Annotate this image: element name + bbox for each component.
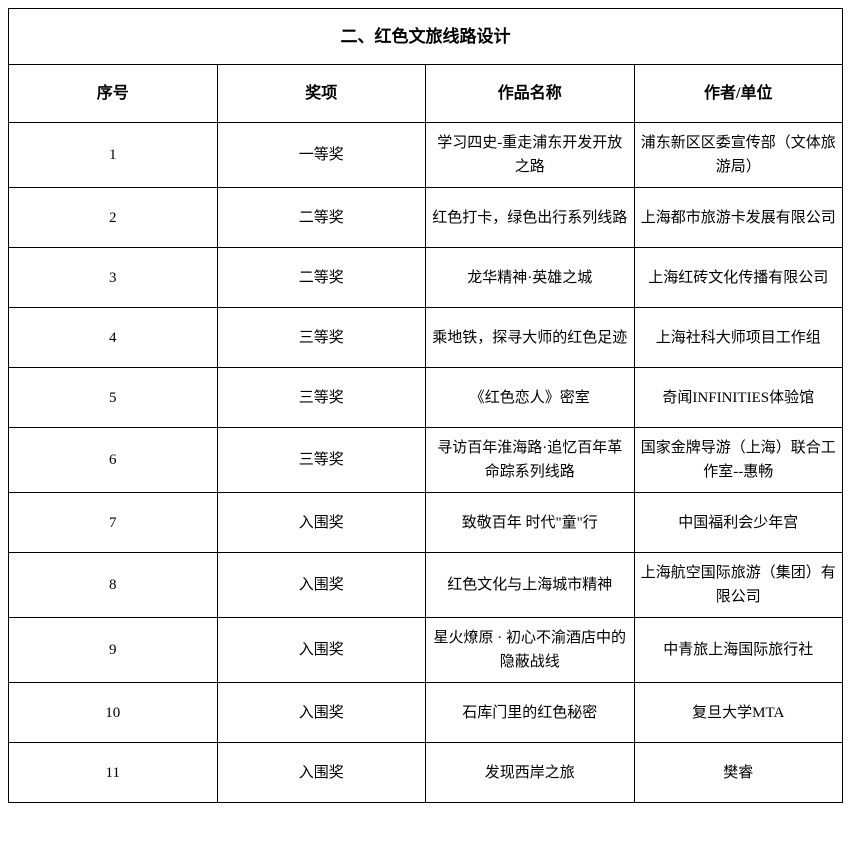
cell-award: 入围奖 <box>217 743 426 803</box>
cell-work: 星火燎原 · 初心不渝酒店中的隐蔽战线 <box>426 618 635 683</box>
cell-seq: 5 <box>9 368 218 428</box>
awards-table: 二、红色文旅线路设计 序号 奖项 作品名称 作者/单位 1 一等奖 学习四史-重… <box>8 8 843 803</box>
table-title: 二、红色文旅线路设计 <box>9 9 843 65</box>
cell-award: 入围奖 <box>217 683 426 743</box>
cell-work: 学习四史-重走浦东开发开放之路 <box>426 123 635 188</box>
cell-work: 致敬百年 时代"童"行 <box>426 493 635 553</box>
cell-award: 三等奖 <box>217 308 426 368</box>
cell-work: 乘地铁，探寻大师的红色足迹 <box>426 308 635 368</box>
cell-award: 三等奖 <box>217 368 426 428</box>
column-header-author: 作者/单位 <box>634 65 843 123</box>
cell-seq: 7 <box>9 493 218 553</box>
table-row: 7 入围奖 致敬百年 时代"童"行 中国福利会少年宫 <box>9 493 843 553</box>
table-row: 3 二等奖 龙华精神·英雄之城 上海红砖文化传播有限公司 <box>9 248 843 308</box>
cell-author: 浦东新区区委宣传部（文体旅游局） <box>634 123 843 188</box>
cell-author: 樊睿 <box>634 743 843 803</box>
cell-seq: 3 <box>9 248 218 308</box>
table-row: 8 入围奖 红色文化与上海城市精神 上海航空国际旅游（集团）有限公司 <box>9 553 843 618</box>
cell-award: 入围奖 <box>217 618 426 683</box>
column-header-work: 作品名称 <box>426 65 635 123</box>
cell-work: 石库门里的红色秘密 <box>426 683 635 743</box>
cell-seq: 2 <box>9 188 218 248</box>
cell-seq: 8 <box>9 553 218 618</box>
table-row: 2 二等奖 红色打卡，绿色出行系列线路 上海都市旅游卡发展有限公司 <box>9 188 843 248</box>
cell-work: 龙华精神·英雄之城 <box>426 248 635 308</box>
column-header-seq: 序号 <box>9 65 218 123</box>
table-row: 11 入围奖 发现西岸之旅 樊睿 <box>9 743 843 803</box>
cell-seq: 11 <box>9 743 218 803</box>
cell-author: 国家金牌导游（上海）联合工作室--惠畅 <box>634 428 843 493</box>
cell-work: 寻访百年淮海路·追忆百年革命踪系列线路 <box>426 428 635 493</box>
table-title-row: 二、红色文旅线路设计 <box>9 9 843 65</box>
cell-work: 红色打卡，绿色出行系列线路 <box>426 188 635 248</box>
cell-author: 上海红砖文化传播有限公司 <box>634 248 843 308</box>
table-header-row: 序号 奖项 作品名称 作者/单位 <box>9 65 843 123</box>
column-header-award: 奖项 <box>217 65 426 123</box>
cell-seq: 6 <box>9 428 218 493</box>
cell-work: 《红色恋人》密室 <box>426 368 635 428</box>
cell-work: 红色文化与上海城市精神 <box>426 553 635 618</box>
table-row: 9 入围奖 星火燎原 · 初心不渝酒店中的隐蔽战线 中青旅上海国际旅行社 <box>9 618 843 683</box>
cell-award: 二等奖 <box>217 248 426 308</box>
cell-author: 上海航空国际旅游（集团）有限公司 <box>634 553 843 618</box>
table-row: 4 三等奖 乘地铁，探寻大师的红色足迹 上海社科大师项目工作组 <box>9 308 843 368</box>
table-row: 1 一等奖 学习四史-重走浦东开发开放之路 浦东新区区委宣传部（文体旅游局） <box>9 123 843 188</box>
cell-author: 中青旅上海国际旅行社 <box>634 618 843 683</box>
cell-seq: 9 <box>9 618 218 683</box>
cell-work: 发现西岸之旅 <box>426 743 635 803</box>
table-row: 10 入围奖 石库门里的红色秘密 复旦大学MTA <box>9 683 843 743</box>
cell-award: 三等奖 <box>217 428 426 493</box>
cell-author: 上海都市旅游卡发展有限公司 <box>634 188 843 248</box>
cell-award: 一等奖 <box>217 123 426 188</box>
cell-award: 二等奖 <box>217 188 426 248</box>
cell-seq: 4 <box>9 308 218 368</box>
cell-author: 上海社科大师项目工作组 <box>634 308 843 368</box>
cell-author: 中国福利会少年宫 <box>634 493 843 553</box>
cell-award: 入围奖 <box>217 553 426 618</box>
cell-author: 复旦大学MTA <box>634 683 843 743</box>
cell-award: 入围奖 <box>217 493 426 553</box>
cell-seq: 1 <box>9 123 218 188</box>
cell-seq: 10 <box>9 683 218 743</box>
table-row: 6 三等奖 寻访百年淮海路·追忆百年革命踪系列线路 国家金牌导游（上海）联合工作… <box>9 428 843 493</box>
table-row: 5 三等奖 《红色恋人》密室 奇闻INFINITIES体验馆 <box>9 368 843 428</box>
cell-author: 奇闻INFINITIES体验馆 <box>634 368 843 428</box>
